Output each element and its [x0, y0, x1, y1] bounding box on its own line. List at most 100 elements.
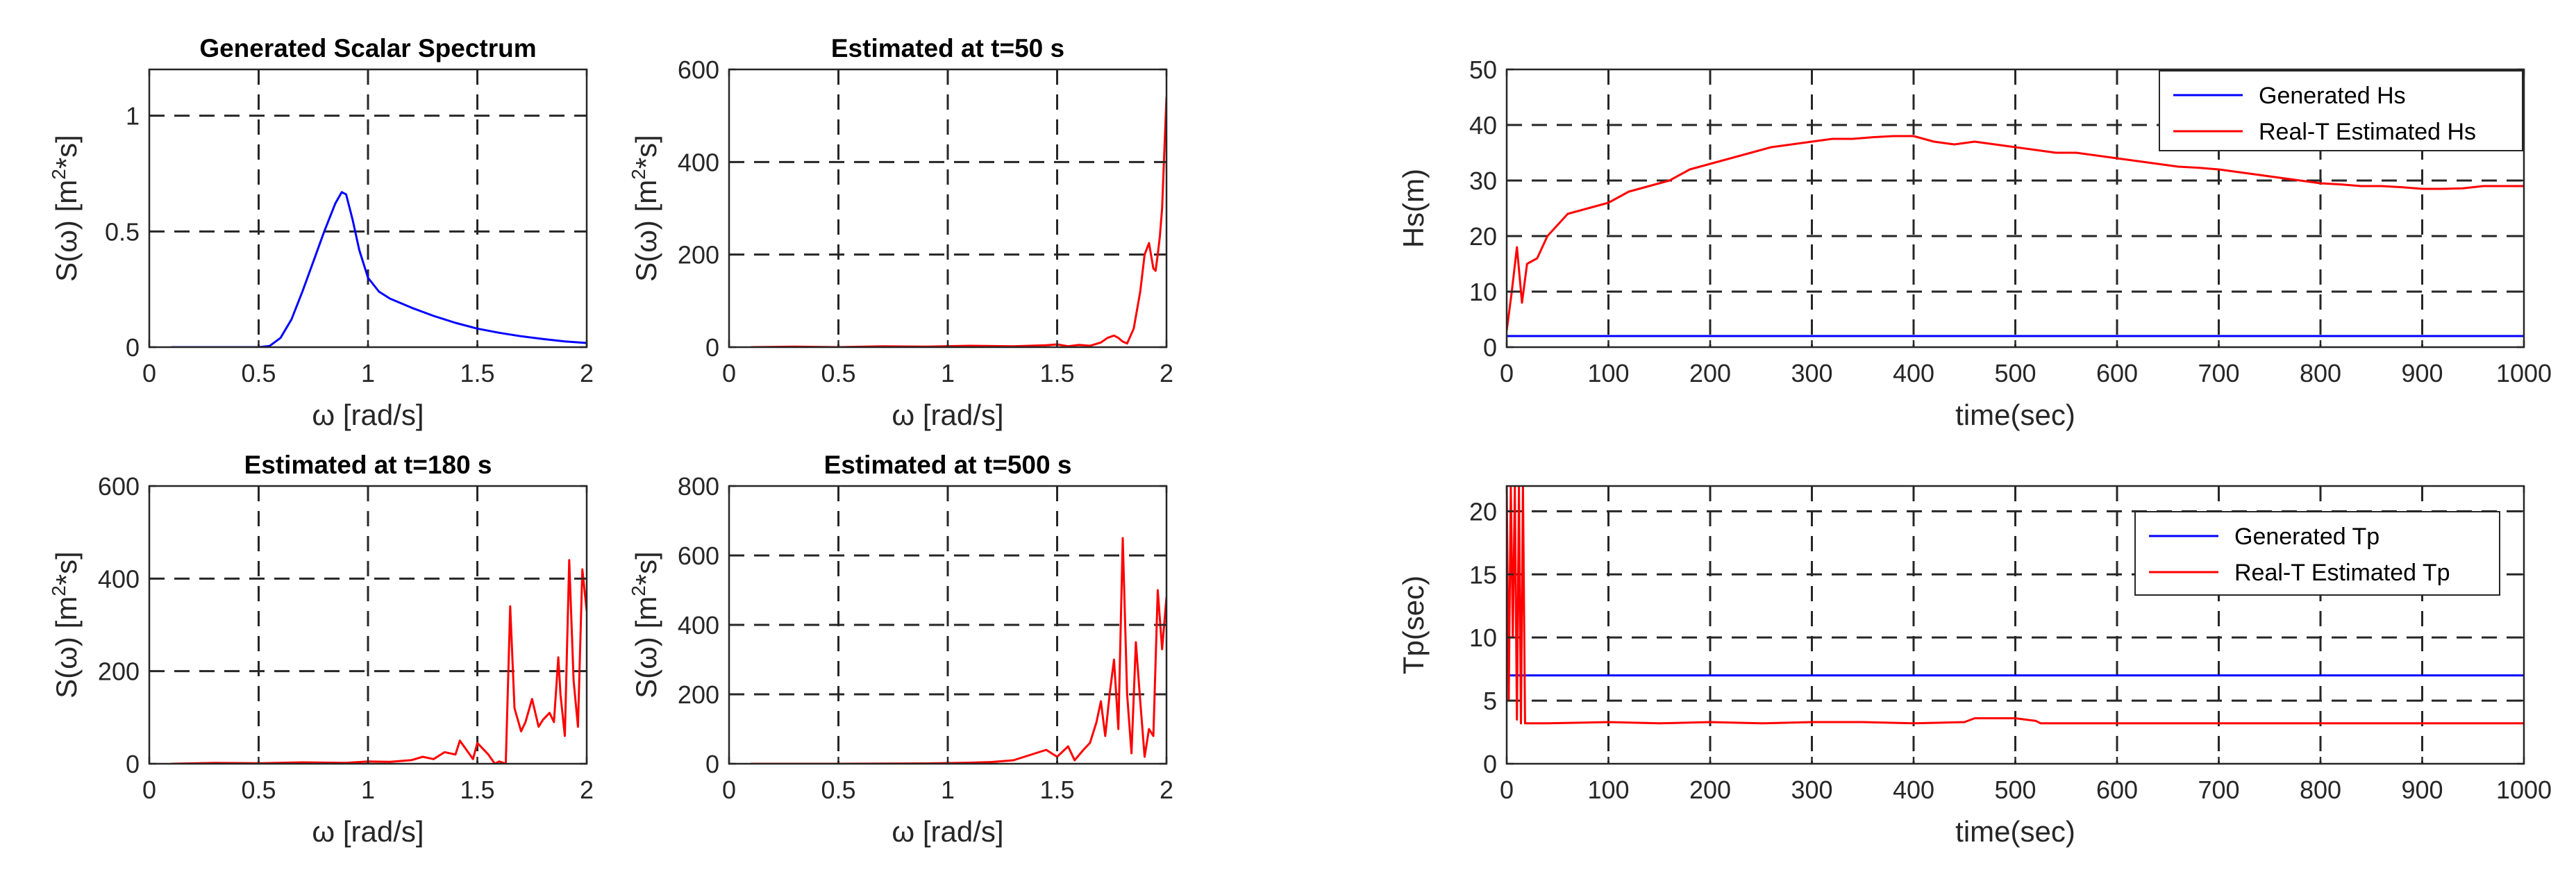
y-tick-label: 600 — [678, 542, 719, 570]
y-axis-label-main: S(ω) [m — [50, 596, 83, 698]
x-axis-label: time(sec) — [1955, 815, 2075, 848]
x-axis-label: ω [rad/s] — [892, 815, 1003, 848]
legend-label: Real-T Estimated Tp — [2234, 560, 2450, 586]
x-tick-label: 300 — [1791, 776, 1832, 804]
y-tick-label: 30 — [1469, 167, 1497, 195]
y-tick-label: 200 — [678, 241, 719, 269]
x-tick-label: 700 — [2198, 776, 2239, 804]
y-tick-label: 40 — [1469, 111, 1497, 140]
x-tick-label: 600 — [2096, 776, 2138, 804]
x-tick-label: 900 — [2401, 359, 2443, 387]
series-line-1 — [171, 559, 587, 764]
y-axis-label: Hs(m) — [1397, 169, 1430, 248]
x-axis-label: ω [rad/s] — [892, 399, 1003, 431]
y-axis-label-sup: 2 — [48, 169, 69, 180]
legend-label: Real-T Estimated Hs — [2259, 119, 2476, 145]
y-tick-label: 10 — [1469, 278, 1497, 306]
x-tick-label: 0 — [142, 776, 156, 804]
y-tick-label: 50 — [1469, 56, 1497, 84]
x-tick-label: 0 — [1500, 776, 1514, 804]
x-tick-label: 900 — [2401, 776, 2443, 804]
y-axis-label-tail: *s] — [50, 551, 83, 585]
y-tick-label: 20 — [1469, 222, 1497, 251]
y-axis-label-main: S(ω) [m — [50, 180, 83, 282]
chart-p2: 0 0.5 1 1.5 2 0 200 400 600 Estimated at t=50 s ω … — [628, 34, 1173, 431]
chart-title: Estimated at t=50 s — [831, 34, 1064, 62]
x-tick-label: 0.5 — [241, 359, 276, 387]
x-tick-label: 2 — [580, 776, 594, 804]
y-tick-label: 0 — [705, 750, 719, 778]
x-tick-label: 0 — [722, 359, 736, 387]
y-tick-label: 20 — [1469, 497, 1497, 526]
y-tick-label: 400 — [98, 564, 140, 593]
x-tick-label: 500 — [1994, 359, 2036, 387]
series-line-1 — [751, 97, 1166, 347]
y-tick-label: 400 — [678, 611, 719, 639]
x-tick-label: 0.5 — [241, 776, 276, 804]
y-axis-label-main: S(ω) [m — [630, 596, 662, 698]
legend: Generated Tp Real-T Estimated Tp — [2134, 511, 2500, 596]
y-axis-label-main: S(ω) [m — [630, 180, 662, 282]
legend: Generated Hs Real-T Estimated Hs — [2159, 70, 2523, 151]
x-tick-label: 1 — [941, 359, 955, 387]
y-tick-label: 600 — [98, 472, 140, 501]
series-line-2 — [1507, 135, 2524, 331]
legend-label: Generated Hs — [2259, 83, 2406, 109]
x-tick-label: 2 — [580, 359, 594, 387]
y-axis-label-tail: *s] — [50, 135, 83, 169]
x-tick-label: 2 — [1160, 776, 1173, 804]
y-axis-label-sup: 2 — [48, 585, 69, 596]
y-tick-label: 0 — [126, 750, 140, 778]
chart-p1: 0 0.5 1 1.5 2 0 0.5 1 Generated Scalar Spectrum ω… — [48, 34, 594, 431]
x-tick-label: 100 — [1587, 359, 1629, 387]
series-line-1 — [171, 191, 587, 347]
chart-title: Estimated at t=180 s — [244, 451, 492, 479]
series-line-1 — [751, 537, 1166, 764]
x-tick-label: 800 — [2300, 359, 2341, 387]
chart-p6: 0 100 200 300 400 500 600 700 800 900 1000 0 5 10 15 20… — [1397, 485, 2552, 848]
y-tick-label: 200 — [678, 680, 719, 709]
y-tick-label: 0 — [126, 333, 140, 362]
y-axis-label: S(ω) [m2*s] — [628, 135, 662, 282]
y-tick-label: 400 — [678, 148, 719, 176]
y-tick-label: 0 — [1483, 750, 1497, 778]
x-tick-label: 2 — [1160, 359, 1173, 387]
x-tick-label: 1 — [361, 776, 375, 804]
chart-p3: 0 0.5 1 1.5 2 0 200 400 600 Estimated at t=180 s ω… — [48, 451, 594, 848]
x-tick-label: 200 — [1689, 776, 1731, 804]
x-tick-label: 1.5 — [460, 359, 494, 387]
x-tick-label: 1.5 — [1039, 776, 1074, 804]
x-tick-label: 1000 — [2496, 776, 2552, 804]
y-axis-label-sup: 2 — [628, 585, 649, 596]
x-tick-label: 600 — [2096, 359, 2138, 387]
y-tick-label: 0 — [1483, 333, 1497, 362]
chart-title: Generated Scalar Spectrum — [199, 34, 536, 62]
y-tick-label: 0 — [705, 333, 719, 362]
x-tick-label: 400 — [1893, 359, 1934, 387]
y-axis-label: S(ω) [m2*s] — [48, 135, 83, 282]
x-axis-label: time(sec) — [1955, 399, 2075, 431]
x-tick-label: 300 — [1791, 359, 1832, 387]
x-tick-label: 500 — [1994, 776, 2036, 804]
x-tick-label: 1.5 — [460, 776, 494, 804]
x-tick-label: 1 — [941, 776, 955, 804]
x-tick-label: 1.5 — [1039, 359, 1074, 387]
y-tick-label: 800 — [678, 472, 719, 501]
chart-title: Estimated at t=500 s — [824, 451, 1072, 479]
x-axis-label: ω [rad/s] — [312, 399, 424, 431]
legend-box — [2159, 70, 2523, 151]
y-tick-label: 600 — [678, 56, 719, 84]
chart-p5: 0 100 200 300 400 500 600 700 800 900 1000 0 10 20 30 4… — [1397, 56, 2552, 431]
y-axis-label-sup: 2 — [628, 169, 649, 180]
legend-box — [2134, 511, 2500, 596]
y-tick-label: 5 — [1483, 687, 1497, 715]
legend-label: Generated Tp — [2234, 524, 2380, 550]
x-tick-label: 200 — [1689, 359, 1731, 387]
x-tick-label: 1 — [361, 359, 375, 387]
y-axis-label: S(ω) [m2*s] — [48, 551, 83, 698]
y-axis-label: Tp(sec) — [1397, 576, 1430, 674]
y-tick-label: 10 — [1469, 623, 1497, 652]
x-tick-label: 100 — [1587, 776, 1629, 804]
series-line-2 — [1507, 486, 2524, 725]
